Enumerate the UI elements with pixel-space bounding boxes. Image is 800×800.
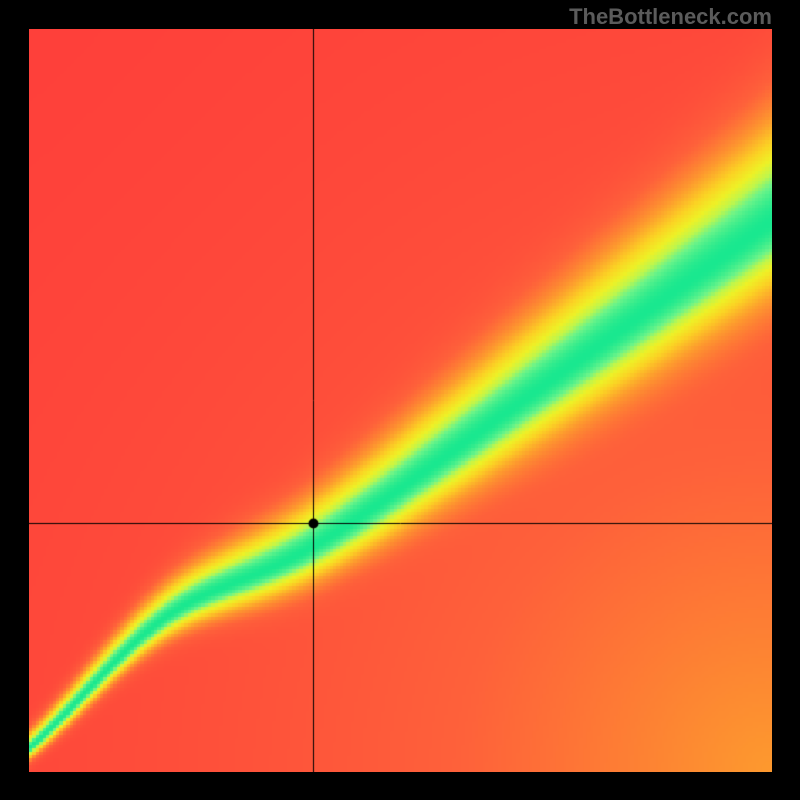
watermark-text: TheBottleneck.com [569,4,772,30]
heatmap-plot [29,29,772,772]
heatmap-canvas [29,29,772,772]
chart-container: { "watermark": { "text": "TheBottleneck.… [0,0,800,800]
